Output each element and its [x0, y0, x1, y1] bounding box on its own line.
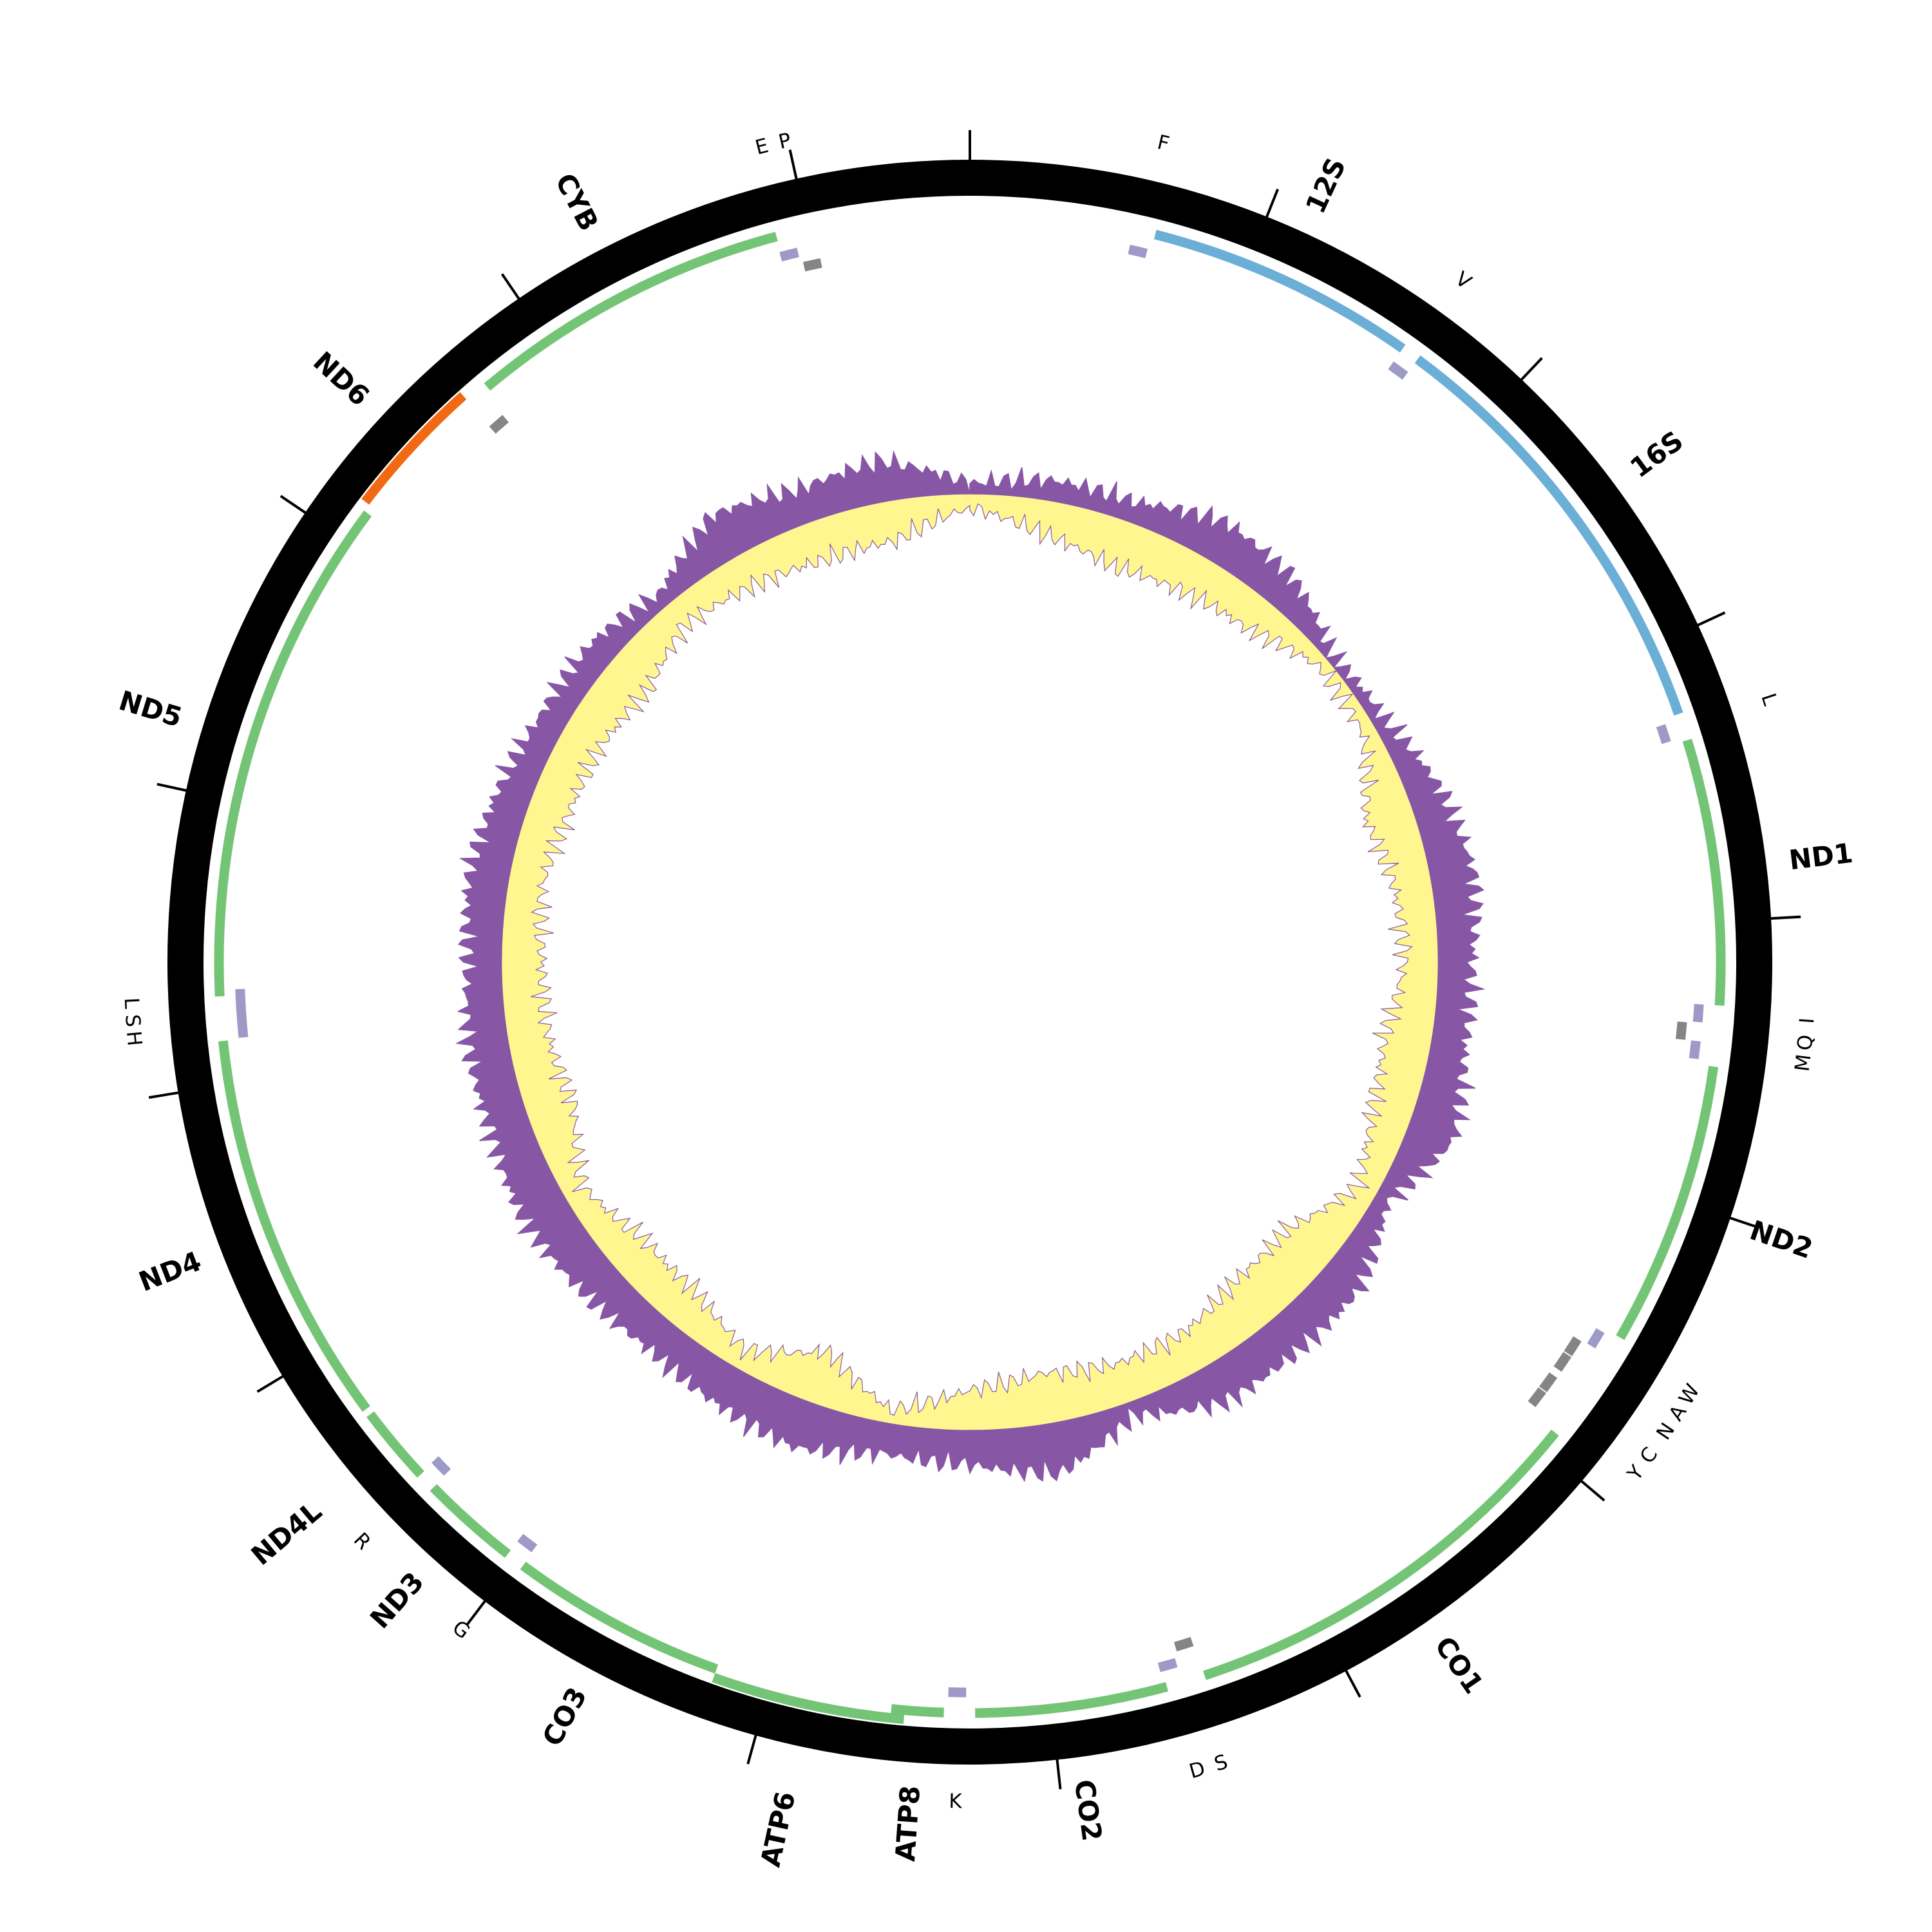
trna-label: Q — [1793, 1034, 1817, 1052]
trna-box-a[interactable] — [1564, 1336, 1582, 1356]
trna-box-w[interactable] — [1587, 1328, 1605, 1349]
scale-tick — [788, 149, 798, 180]
trna-label: N — [1652, 1419, 1680, 1444]
trna-box-s[interactable] — [236, 1003, 247, 1023]
trna-box-k[interactable] — [948, 1687, 967, 1698]
gene-arc-nd4[interactable] — [218, 1040, 370, 1412]
trna-label: S — [1211, 1750, 1231, 1776]
trna-box-v[interactable] — [1388, 361, 1408, 380]
gene-arc-12s[interactable] — [1153, 229, 1406, 353]
trna-box-p[interactable] — [802, 258, 822, 272]
trna-box-m[interactable] — [1689, 1040, 1701, 1059]
trna-box-l[interactable] — [1656, 724, 1671, 744]
gene-label: ND2 — [1746, 1214, 1817, 1265]
trna-box-q[interactable] — [1676, 1021, 1687, 1040]
scale-tick — [1580, 1479, 1605, 1502]
gene-arc-nd1[interactable] — [1682, 739, 1726, 1006]
gene-label: ND4L — [245, 1495, 328, 1572]
trna-box-r[interactable] — [431, 1456, 451, 1476]
trna-label: Y — [1623, 1461, 1649, 1486]
trna-box-d[interactable] — [1157, 1658, 1178, 1672]
gene-label: ND6 — [307, 345, 375, 412]
scale-tick — [1344, 1669, 1361, 1698]
trna-track — [235, 244, 1704, 1698]
trna-label: P — [777, 129, 793, 154]
trna-box-y[interactable] — [1528, 1387, 1546, 1407]
trna-label: R — [349, 1528, 375, 1554]
gene-arc-co2[interactable] — [975, 1681, 1168, 1718]
scale-tick — [279, 495, 307, 515]
trna-box-i[interactable] — [1692, 1003, 1704, 1023]
trna-label: F — [1155, 131, 1172, 156]
scale-tick — [1265, 188, 1279, 219]
trna-box-s[interactable] — [1173, 1636, 1194, 1652]
scale-tick — [1056, 1758, 1062, 1790]
genome-backbone-ring — [167, 160, 1772, 1765]
gene-arc-atp8[interactable] — [891, 1704, 944, 1718]
trna-label: M — [1791, 1053, 1816, 1073]
trna-box-l[interactable] — [235, 989, 246, 1007]
gene-arc-nd4l[interactable] — [366, 1411, 424, 1478]
trna-box-c[interactable] — [1539, 1372, 1558, 1392]
scale-tick — [500, 273, 521, 301]
trna-box-h[interactable] — [237, 1019, 249, 1038]
gene-label: ND4 — [135, 1245, 205, 1298]
scale-tick — [466, 1599, 487, 1626]
gene-arc-nd3[interactable] — [430, 1484, 511, 1558]
trna-label: L — [1756, 690, 1782, 708]
gene-arc-nd5[interactable] — [214, 510, 372, 997]
trna-label: K — [949, 1790, 963, 1813]
trna-label: S — [120, 1014, 144, 1028]
trna-label: W — [1674, 1380, 1705, 1409]
trna-box-g[interactable] — [517, 1533, 538, 1553]
gene-label: CO3 — [536, 1682, 593, 1752]
gene-label: ATP8 — [889, 1785, 926, 1862]
scale-tick — [1696, 611, 1726, 627]
scale-tick — [148, 1091, 180, 1099]
skew-outer-area — [455, 450, 1486, 1482]
feature-labels: 12S 16S ND1 ND2 CO1 CO2 ATP8 ATP6 CO3 ND3 ND4L ND4 N… — [115, 129, 1855, 1870]
scale-tick — [156, 782, 188, 792]
gene-arc-nd2[interactable] — [1616, 1066, 1719, 1340]
gene-label: CO2 — [1068, 1777, 1108, 1843]
gene-label: 16S — [1624, 424, 1689, 484]
skew-inner-area — [501, 493, 1439, 1431]
trna-label: V — [1451, 267, 1475, 294]
gc-skew-track — [455, 450, 1486, 1482]
gene-track — [214, 229, 1726, 1724]
gene-label: ND5 — [115, 685, 185, 734]
gene-label: CO1 — [1428, 1631, 1490, 1700]
gene-label: ND1 — [1787, 837, 1854, 876]
trna-label: I — [1795, 1017, 1819, 1025]
trna-label: D — [1187, 1757, 1208, 1783]
gene-arc-nd6[interactable] — [361, 392, 467, 505]
trna-box-f[interactable] — [1128, 244, 1148, 258]
trna-box-n[interactable] — [1553, 1352, 1572, 1372]
gene-label: ATP6 — [755, 1789, 802, 1870]
scale-tick — [1770, 915, 1801, 920]
trna-box-e[interactable] — [779, 247, 799, 261]
gene-label: CYB — [549, 168, 605, 236]
scale-tick — [1728, 1216, 1759, 1229]
trna-label: E — [753, 134, 771, 160]
gene-label: 12S — [1300, 153, 1352, 218]
scale-ticks — [148, 130, 1801, 1790]
scale-tick — [1519, 357, 1543, 382]
trna-label: C — [1636, 1443, 1663, 1468]
scale-tick — [746, 1734, 758, 1765]
gene-label: ND3 — [364, 1566, 430, 1635]
gene-arc-atp6[interactable] — [712, 1672, 905, 1724]
trna-box[interactable] — [489, 415, 509, 434]
gene-arc-cyb[interactable] — [484, 232, 778, 391]
gene-arc-16s[interactable] — [1414, 355, 1683, 716]
gene-arc-co1[interactable] — [1203, 1429, 1559, 1680]
trna-label: H — [122, 1030, 146, 1046]
trna-label: L — [120, 997, 144, 1010]
gene-arc-co3[interactable] — [520, 1561, 719, 1674]
scale-tick — [256, 1374, 285, 1393]
